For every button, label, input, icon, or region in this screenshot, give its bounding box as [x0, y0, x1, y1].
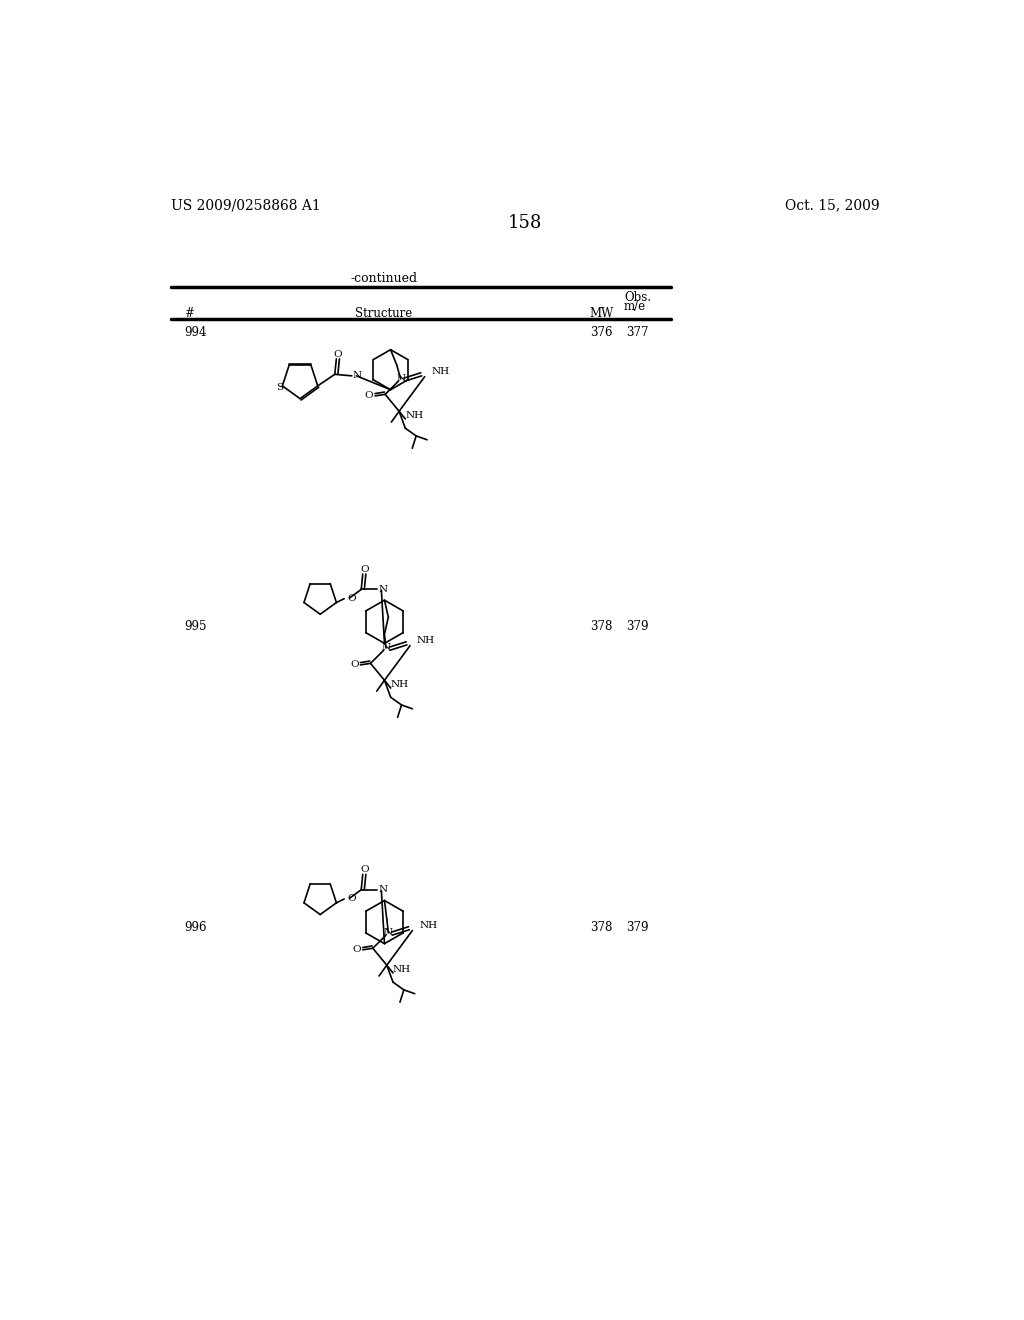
Text: N: N: [384, 928, 393, 937]
Text: m/e: m/e: [624, 300, 646, 313]
Text: N: N: [378, 585, 387, 594]
Text: 994: 994: [183, 326, 206, 339]
Text: O: O: [334, 350, 342, 359]
Text: NH: NH: [417, 636, 435, 644]
Text: N: N: [382, 643, 390, 652]
Text: 996: 996: [183, 921, 206, 933]
Text: NH: NH: [420, 920, 437, 929]
Text: Oct. 15, 2009: Oct. 15, 2009: [785, 198, 880, 213]
Text: 378: 378: [590, 620, 612, 634]
Text: O: O: [365, 392, 373, 400]
Text: O: O: [350, 660, 358, 669]
Text: S: S: [276, 383, 284, 392]
Text: NH: NH: [432, 367, 450, 376]
Text: 377: 377: [627, 326, 649, 339]
Text: MW: MW: [590, 308, 614, 319]
Text: 379: 379: [627, 620, 649, 634]
Text: 158: 158: [508, 214, 542, 232]
Text: O: O: [352, 945, 360, 954]
Text: 378: 378: [590, 921, 612, 933]
Text: N: N: [396, 375, 406, 383]
Text: 379: 379: [627, 921, 649, 933]
Text: O: O: [360, 865, 369, 874]
Text: -continued: -continued: [350, 272, 418, 285]
Text: US 2009/0258868 A1: US 2009/0258868 A1: [171, 198, 321, 213]
Text: Obs.: Obs.: [624, 290, 651, 304]
Text: N: N: [378, 886, 387, 894]
Text: #: #: [183, 308, 194, 319]
Text: NH: NH: [406, 411, 424, 420]
Text: NH: NH: [393, 965, 411, 974]
Text: O: O: [347, 895, 356, 903]
Text: 376: 376: [590, 326, 612, 339]
Text: NH: NH: [391, 680, 409, 689]
Text: N: N: [352, 371, 361, 380]
Text: O: O: [347, 594, 356, 603]
Text: 995: 995: [183, 620, 206, 634]
Text: O: O: [360, 565, 369, 574]
Text: Structure: Structure: [355, 308, 413, 319]
